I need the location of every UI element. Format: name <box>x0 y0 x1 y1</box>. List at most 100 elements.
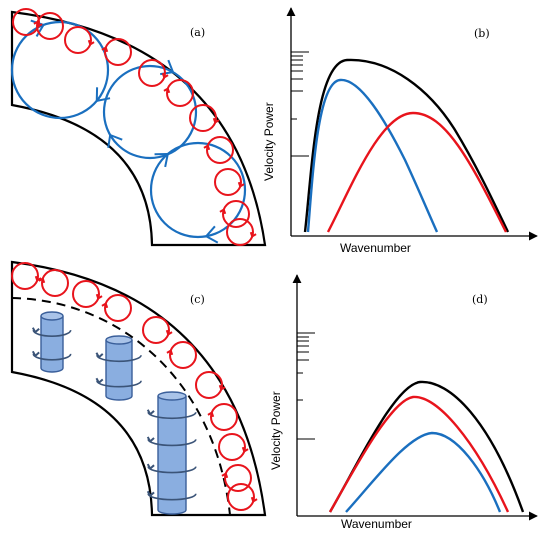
x-axis-label: Wavenumber <box>340 241 411 255</box>
eddy-circle <box>12 8 40 36</box>
quarter-annulus-outline <box>10 10 267 247</box>
total-spectrum-curve <box>303 58 510 233</box>
column-top <box>157 391 187 401</box>
quarter-annulus-outline <box>10 260 267 517</box>
flow-arrowhead <box>205 225 219 244</box>
flow-arrowhead <box>33 20 41 27</box>
eddy-circle <box>210 403 238 431</box>
flow-arrowhead <box>31 327 40 334</box>
y-axis-label: Velocity Power <box>269 391 283 470</box>
y-log-ticks <box>297 332 315 440</box>
y-log-ticks <box>291 51 309 157</box>
small-eddy <box>138 59 169 87</box>
eddy-circle <box>206 136 234 164</box>
flow-arrowhead <box>166 349 174 356</box>
eddy-circle <box>169 341 197 369</box>
eddy-circle <box>227 483 255 511</box>
small-eddy <box>101 38 132 66</box>
small-eddy <box>195 371 226 399</box>
flow-arrowhead <box>163 87 171 94</box>
eddy-circle <box>10 20 110 120</box>
small-eddy <box>72 280 103 308</box>
large-eddies <box>10 19 247 244</box>
eddy-circle <box>36 12 64 40</box>
small-eddy <box>219 200 250 228</box>
eddy-circle <box>214 168 242 196</box>
flow-arrowhead <box>207 411 215 418</box>
flow-arrowhead <box>101 302 109 309</box>
eddy-circle <box>104 294 132 322</box>
small-eddies <box>11 262 258 511</box>
small-eddy <box>207 403 238 431</box>
eddy-circle <box>64 26 92 54</box>
panel-a: (a) <box>10 8 267 247</box>
eddy-circle <box>149 141 247 239</box>
eddy-circle <box>11 262 39 290</box>
small-eddy <box>38 269 69 297</box>
large-eddy-spectrum-curve <box>345 431 502 513</box>
small-eddy <box>226 218 257 246</box>
small-eddy <box>221 464 252 492</box>
flow-arrowhead <box>101 46 109 53</box>
tangent-cylinder-boundary <box>11 297 231 516</box>
x-axis-label: Wavenumber <box>341 517 412 531</box>
eddy-circle <box>102 64 198 160</box>
eddy-circle <box>195 371 223 399</box>
flow-arrowhead <box>219 208 227 215</box>
small-eddy <box>218 433 249 461</box>
eddy-circle <box>189 104 217 132</box>
small-eddy <box>11 262 42 290</box>
flow-arrowhead <box>154 152 169 168</box>
small-eddy <box>203 136 234 164</box>
panel-label-c: (c) <box>190 293 205 306</box>
panel-label-d: (d) <box>472 293 488 306</box>
column-body <box>105 340 133 401</box>
small-eddies <box>12 8 257 246</box>
eddy-circle <box>222 200 250 228</box>
flow-arrowhead <box>203 144 211 151</box>
flow-arrowhead <box>249 231 257 238</box>
flow-arrowhead <box>34 275 42 282</box>
flow-arrowhead <box>87 39 95 46</box>
flow-arrowhead <box>95 377 104 384</box>
flow-arrowhead <box>221 472 229 479</box>
small-eddy <box>142 316 173 344</box>
convective-column <box>95 335 142 401</box>
eddy-circle <box>138 59 166 87</box>
small-eddy-spectrum-curve <box>328 395 510 513</box>
small-eddy-spectrum-curve <box>326 111 508 233</box>
flow-arrowhead <box>218 384 226 391</box>
convective-columns <box>31 311 197 515</box>
column-top <box>105 335 133 345</box>
large-eddy <box>149 141 247 244</box>
small-eddy <box>166 341 197 369</box>
flow-arrowhead <box>95 293 103 300</box>
total-spectrum-curve <box>328 380 525 513</box>
flow-arrowhead <box>31 350 40 357</box>
small-eddy <box>189 104 220 132</box>
eddy-circle <box>104 38 132 66</box>
small-eddy <box>163 79 194 107</box>
flow-arrowhead <box>146 490 155 497</box>
large-eddy <box>102 59 198 160</box>
large-eddy-spectrum-curve <box>306 78 439 233</box>
eddy-circle <box>142 316 170 344</box>
y-axis-label: Velocity Power <box>262 102 276 181</box>
panel-label-a: (a) <box>190 26 205 39</box>
small-eddy <box>101 294 132 322</box>
flow-arrowhead <box>250 496 258 503</box>
panel-b: (b) Velocity Power Wavenumber <box>262 7 538 255</box>
panel-d: (d) Velocity Power Wavenumber <box>269 274 538 531</box>
eddy-circle <box>226 218 254 246</box>
column-top <box>40 311 64 321</box>
flow-arrowhead <box>146 436 155 443</box>
eddy-circle <box>218 433 246 461</box>
panel-label-b: (b) <box>474 27 490 40</box>
flow-arrowhead <box>241 446 249 453</box>
flow-arrowhead <box>107 134 123 148</box>
flow-arrowhead <box>165 329 173 336</box>
eddy-circle <box>166 79 194 107</box>
flow-arrowhead <box>38 277 46 284</box>
eddy-circle <box>224 464 252 492</box>
